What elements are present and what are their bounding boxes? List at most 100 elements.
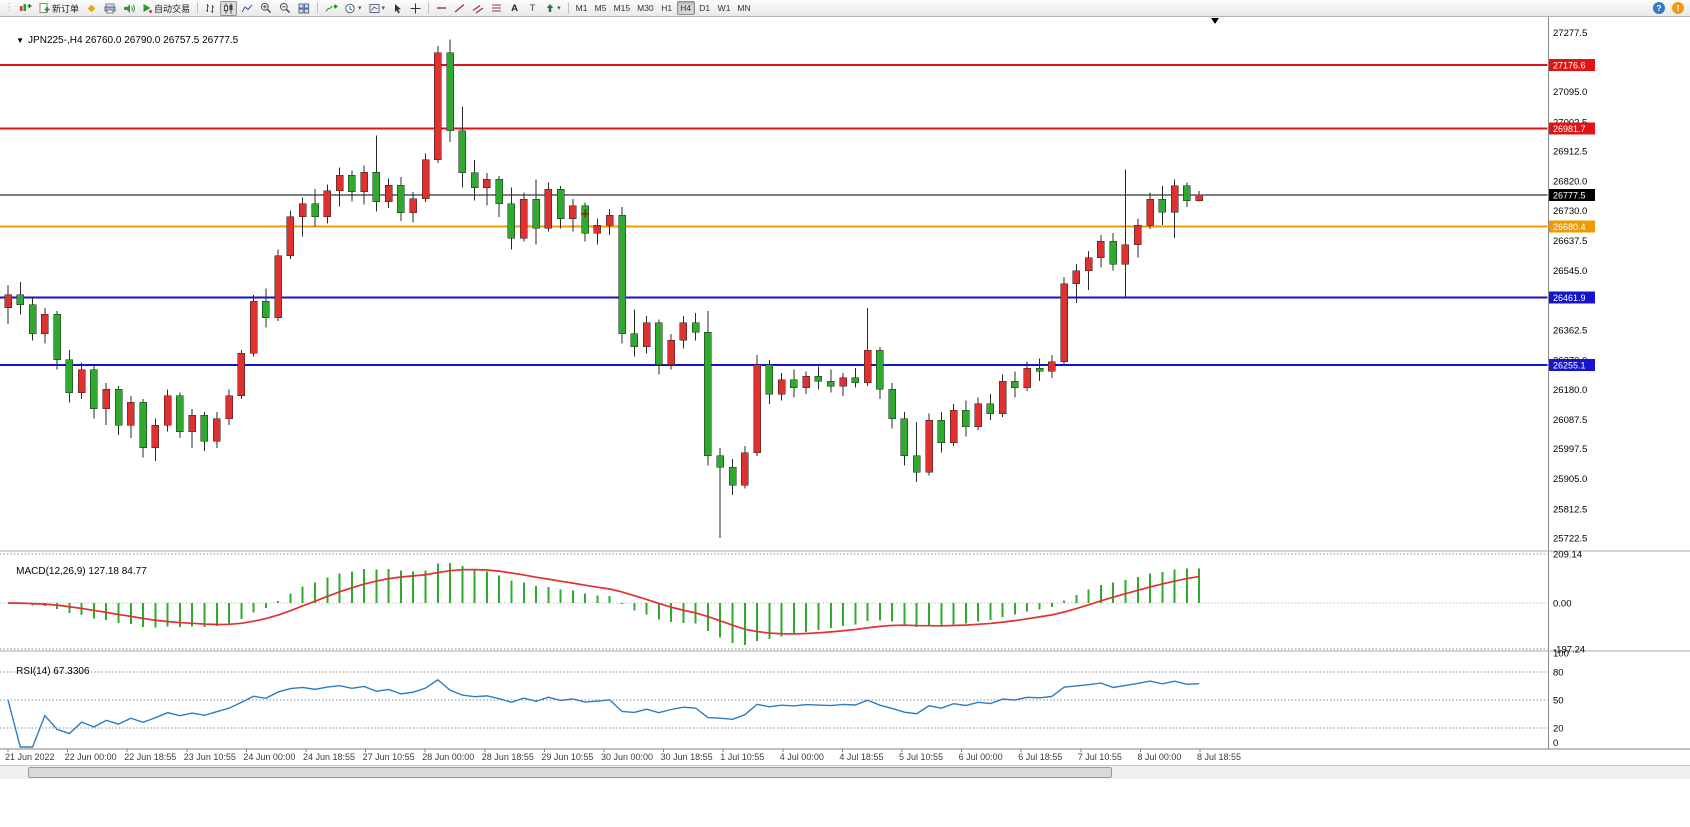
- rsi-panel[interactable]: 100 80 50 20 0: [0, 649, 1569, 750]
- indicators-button[interactable]: [322, 1, 341, 16]
- help-icon: ?: [1653, 2, 1665, 14]
- printer-icon: [104, 3, 116, 13]
- svg-text:26545.0: 26545.0: [1553, 266, 1587, 277]
- timeframe-h4-button[interactable]: H4: [676, 1, 695, 15]
- svg-text:30 Jun 00:00: 30 Jun 00:00: [601, 752, 653, 762]
- timeframe-d1-button[interactable]: D1: [699, 3, 711, 13]
- community-button[interactable]: ?: [1650, 1, 1668, 16]
- new-chart-icon: [20, 4, 32, 11]
- svg-text:100: 100: [1553, 649, 1569, 660]
- new-order-label: 新订单: [52, 3, 80, 14]
- zoom-out-icon: [279, 2, 291, 14]
- timeframe-w1-button[interactable]: W1: [717, 3, 731, 13]
- chart-line-button[interactable]: [238, 1, 256, 16]
- timeframe-h1-button[interactable]: H1: [661, 3, 673, 13]
- svg-text:27277.5: 27277.5: [1553, 28, 1587, 39]
- print-button[interactable]: [101, 1, 119, 16]
- tile-windows-icon: [298, 3, 310, 13]
- svg-text:22 Jun 00:00: 22 Jun 00:00: [65, 752, 117, 762]
- crosshair-button[interactable]: [407, 1, 424, 16]
- trendline-tool-button[interactable]: [451, 1, 468, 16]
- svg-text:24 Jun 00:00: 24 Jun 00:00: [243, 752, 295, 762]
- clock-icon: [345, 3, 355, 13]
- svg-text:26912.5: 26912.5: [1553, 147, 1587, 158]
- svg-text:28 Jun 00:00: 28 Jun 00:00: [422, 752, 474, 762]
- speaker-icon: [124, 3, 136, 13]
- svg-text:26180.0: 26180.0: [1553, 385, 1587, 396]
- autotrading-button[interactable]: 自动交易: [139, 1, 193, 16]
- horizontal-line-icon: [437, 7, 447, 9]
- svg-text:0.00: 0.00: [1553, 599, 1572, 610]
- new-order-button[interactable]: 新订单: [36, 1, 82, 16]
- time-axis[interactable]: 21 Jun 2022 22 Jun 00:00 22 Jun 18:55 23 Ju…: [0, 748, 1690, 762]
- toolbar-separator: [197, 2, 199, 14]
- svg-text:26255.1: 26255.1: [1553, 360, 1586, 370]
- cursor-button[interactable]: [389, 1, 406, 16]
- svg-text:7 Jul 10:55: 7 Jul 10:55: [1078, 752, 1122, 762]
- toolbar-separator: [428, 2, 430, 14]
- svg-text:26730.0: 26730.0: [1553, 206, 1587, 217]
- svg-text:20: 20: [1553, 724, 1564, 735]
- price-axis[interactable]: 27277.527095.027002.526912.526820.026730…: [1548, 17, 1596, 749]
- svg-text:8 Jul 00:00: 8 Jul 00:00: [1137, 752, 1181, 762]
- zoom-out-button[interactable]: [276, 1, 294, 16]
- bar-chart-icon: [206, 3, 215, 13]
- svg-text:25812.5: 25812.5: [1553, 504, 1587, 515]
- svg-text:26820.0: 26820.0: [1553, 177, 1587, 188]
- text-tool-button[interactable]: A: [506, 1, 523, 16]
- svg-text:29 Jun 10:55: 29 Jun 10:55: [541, 752, 593, 762]
- timeframe-m5-button[interactable]: M5: [594, 3, 607, 13]
- horizontal-line-tool-button[interactable]: [433, 1, 450, 16]
- tile-windows-button[interactable]: [295, 1, 313, 16]
- svg-text:50: 50: [1553, 696, 1564, 707]
- channel-tool-button[interactable]: [469, 1, 487, 16]
- timeframe-m30-button[interactable]: M30: [637, 3, 654, 13]
- svg-text:5 Jul 10:55: 5 Jul 10:55: [899, 752, 943, 762]
- svg-text:26087.5: 26087.5: [1553, 415, 1587, 426]
- timeframe-m15-button[interactable]: M15: [613, 3, 631, 13]
- toolbar-drag-handle[interactable]: ⋮: [4, 2, 14, 13]
- svg-text:26461.9: 26461.9: [1553, 293, 1586, 303]
- template-chart-icon: [369, 3, 380, 13]
- toolbar-separator: [317, 2, 319, 14]
- horizontal-scrollbar[interactable]: [0, 765, 1690, 779]
- text-tool-icon: A: [511, 2, 518, 14]
- svg-text:8 Jul 18:55: 8 Jul 18:55: [1197, 752, 1241, 762]
- new-chart-button[interactable]: [16, 1, 35, 16]
- svg-text:23 Jun 10:55: 23 Jun 10:55: [184, 752, 236, 762]
- scrollbar-thumb[interactable]: [28, 767, 1112, 778]
- timeframe-group: M1 M5 M15 M30 H1 H4 D1 W1 MN: [573, 1, 754, 15]
- timeframe-mn-button[interactable]: MN: [737, 3, 751, 13]
- main-toolbar: ⋮ 新订单 ◆ 自动交易: [0, 0, 1690, 17]
- svg-text:21 Jun 2022: 21 Jun 2022: [5, 752, 55, 762]
- svg-text:28 Jun 18:55: 28 Jun 18:55: [482, 752, 534, 762]
- svg-text:80: 80: [1553, 667, 1564, 678]
- alerts-button[interactable]: !: [1669, 1, 1687, 16]
- toolbar-separator: [567, 2, 569, 14]
- one-click-trading-toggle[interactable]: ▼: [16, 36, 25, 45]
- price-chart-canvas[interactable]: 27277.527095.027002.526912.526820.026730…: [0, 17, 1690, 765]
- svg-text:0: 0: [1553, 738, 1558, 749]
- periods-button[interactable]: ▾: [342, 1, 365, 16]
- chart-area[interactable]: 27277.527095.027002.526912.526820.026730…: [0, 17, 1690, 765]
- svg-text:26362.5: 26362.5: [1553, 325, 1587, 336]
- text-label-tool-button[interactable]: T: [524, 1, 541, 16]
- fibonacci-tool-button[interactable]: [488, 1, 505, 16]
- svg-text:6 Jul 00:00: 6 Jul 00:00: [959, 752, 1003, 762]
- arrows-tool-button[interactable]: ▾: [542, 1, 564, 16]
- zoom-in-button[interactable]: [257, 1, 275, 16]
- order-marker: [581, 209, 590, 218]
- macd-panel[interactable]: 209.14 0.00 -197.24: [0, 550, 1585, 656]
- metaeditor-button[interactable]: ◆: [83, 1, 100, 16]
- new-order-icon: [39, 3, 50, 13]
- chart-shift-marker-icon[interactable]: [1211, 18, 1219, 24]
- timeframe-m1-button[interactable]: M1: [575, 3, 588, 13]
- sounds-button[interactable]: [120, 1, 138, 16]
- trendline-icon: [454, 3, 465, 13]
- chart-candles-button[interactable]: [220, 0, 238, 16]
- dropdown-caret-icon: ▾: [557, 4, 561, 12]
- chart-bars-button[interactable]: [202, 1, 219, 16]
- svg-text:25905.0: 25905.0: [1553, 474, 1587, 485]
- templates-button[interactable]: ▾: [366, 1, 389, 16]
- svg-text:-197.24: -197.24: [1553, 645, 1585, 656]
